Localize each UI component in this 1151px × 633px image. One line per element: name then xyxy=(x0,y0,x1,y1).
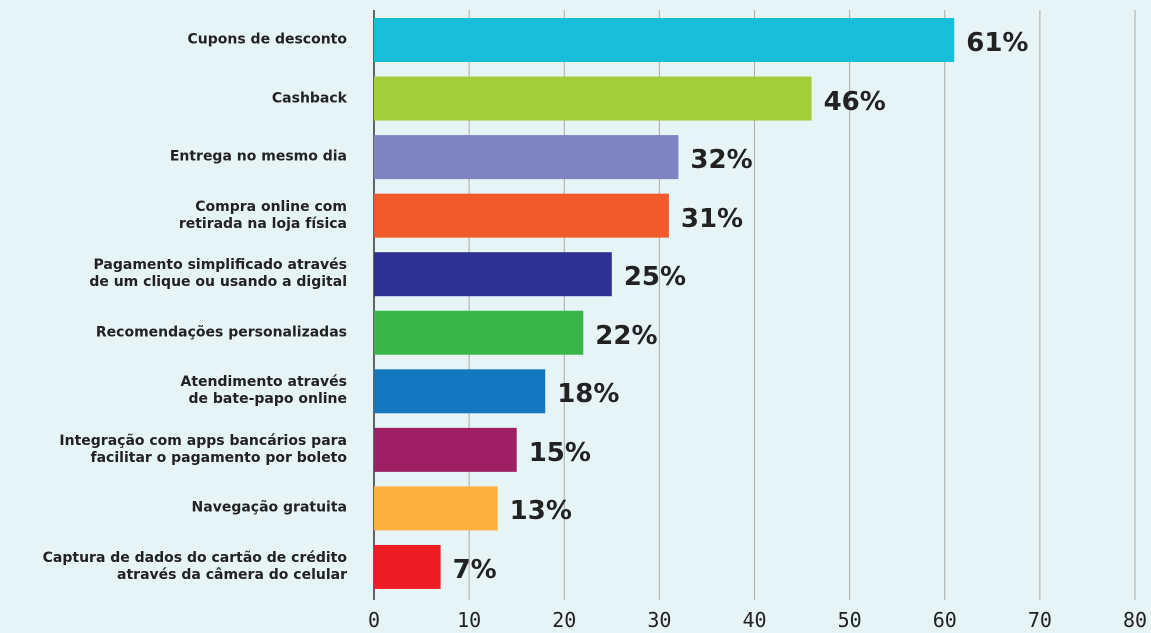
value-label: 31% xyxy=(680,203,744,234)
category-label: Compra online com retirada na loja físic… xyxy=(178,198,347,232)
x-tick-label: 60 xyxy=(932,608,957,632)
category-label: Entrega no mesmo dia xyxy=(169,148,347,165)
value-label: 7% xyxy=(452,554,497,585)
category-label: Captura de dados do cartão de crédito at… xyxy=(42,549,347,583)
x-tick-label: 70 xyxy=(1027,608,1052,632)
value-label: 13% xyxy=(509,496,572,527)
category-label: Integração com apps bancários para facil… xyxy=(59,432,347,466)
category-label: Cashback xyxy=(271,90,347,107)
bar xyxy=(374,18,955,62)
value-label: 25% xyxy=(623,262,687,293)
x-tick-label: 10 xyxy=(457,608,482,632)
x-tick-label: 80 xyxy=(1122,608,1148,632)
bar xyxy=(374,135,679,180)
category-label: Navegação gratuita xyxy=(191,499,347,516)
x-tick-label: 30 xyxy=(647,608,672,632)
bar xyxy=(374,193,669,238)
x-tick-label: 20 xyxy=(552,608,577,632)
bar xyxy=(374,544,441,589)
bar xyxy=(374,310,584,355)
value-label: 61% xyxy=(966,28,1029,58)
category-label: Recomendações personalizadas xyxy=(95,324,347,341)
category-label: Cupons de desconto xyxy=(187,31,348,48)
value-label: 15% xyxy=(528,437,591,468)
value-label: 46% xyxy=(823,86,886,117)
bar xyxy=(374,76,812,121)
x-tick-label: 50 xyxy=(837,608,862,632)
x-tick-label: 40 xyxy=(742,608,767,632)
bar xyxy=(374,369,546,414)
bar xyxy=(374,427,517,472)
bar xyxy=(374,252,612,297)
bar xyxy=(374,486,498,531)
category-label: Atendimento através de bate-papo online xyxy=(180,374,348,408)
value-label: 32% xyxy=(690,145,753,176)
value-label: 18% xyxy=(557,379,620,410)
value-label: 22% xyxy=(595,320,658,351)
x-tick-label: 0 xyxy=(367,608,381,632)
category-label: Pagamento simplificado através de um cli… xyxy=(89,257,347,291)
